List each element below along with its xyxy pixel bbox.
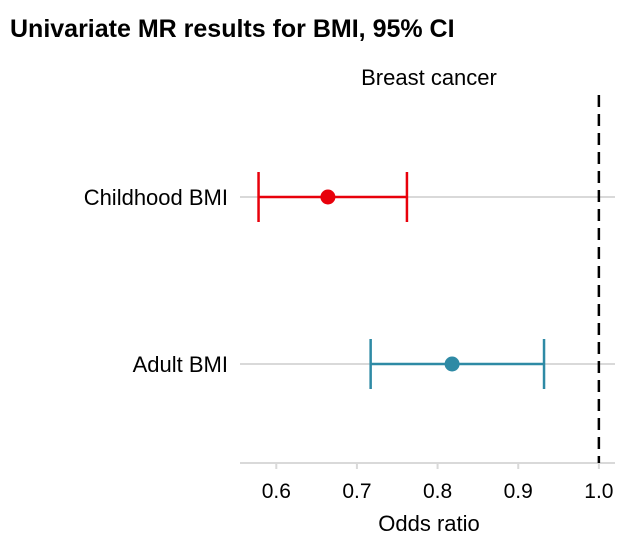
facet-label: Breast cancer [361,65,497,90]
chart-title: Univariate MR results for BMI, 95% CI [10,15,455,43]
gridlines [240,196,615,365]
x-tick-label-0.9: 0.9 [504,480,533,503]
category-label-1: Childhood BMI [84,185,228,210]
x-tick-label-0.7: 0.7 [342,480,371,503]
estimate-point-1 [320,189,336,205]
category-labels: Childhood BMI Adult BMI [84,185,228,377]
x-tick-label-0.8: 0.8 [423,480,452,503]
interval-2 [369,339,546,389]
x-tick-label-0.6: 0.6 [262,480,291,503]
estimate-point-2 [444,356,460,372]
category-label-2: Adult BMI [133,352,228,377]
interval-1 [257,172,409,222]
interval-marks [257,172,546,389]
x-tick-label-1.0: 1.0 [584,480,613,503]
x-axis-ticks: 0.6 0.7 0.8 0.9 1.0 [262,463,613,503]
x-axis-title: Odds ratio [378,511,480,536]
